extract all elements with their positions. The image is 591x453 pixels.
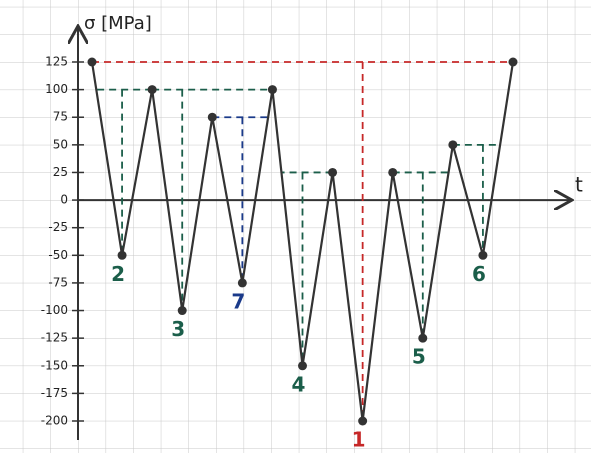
reversal-point — [178, 306, 187, 315]
reversal-point — [268, 85, 277, 94]
y-tick-label: 100 — [45, 82, 68, 96]
cycle-label: 1 — [352, 428, 366, 452]
y-tick-label: -200 — [41, 414, 68, 428]
reversal-point — [388, 168, 397, 177]
reversal-point — [328, 168, 337, 177]
y-tick-label: 0 — [60, 193, 68, 207]
reversal-point — [238, 278, 247, 287]
cycle-label: 5 — [412, 345, 426, 369]
y-tick-label: -125 — [41, 331, 68, 345]
y-tick-label: -50 — [48, 248, 68, 262]
reversal-point — [118, 251, 127, 260]
x-axis-label: t — [575, 173, 583, 197]
cycle-label: 4 — [292, 372, 306, 396]
reversal-point — [509, 58, 518, 67]
reversal-point — [478, 251, 487, 260]
cycle-label: 7 — [231, 289, 245, 313]
reversal-point — [208, 113, 217, 122]
reversal-point — [148, 85, 157, 94]
reversal-point — [448, 140, 457, 149]
y-tick-label: -150 — [41, 358, 68, 372]
cycle-label: 2 — [111, 262, 125, 286]
reversal-point — [88, 58, 97, 67]
y-tick-label: 75 — [53, 110, 68, 124]
reversal-point — [418, 334, 427, 343]
reversal-point — [298, 361, 307, 370]
y-tick-label: -100 — [41, 303, 68, 317]
y-tick-label: 125 — [45, 55, 68, 69]
y-tick-label: 50 — [53, 137, 68, 151]
cycle-label: 3 — [171, 317, 185, 341]
chart: σ [MPa] t -200 -175 -150 -125 -100 -75 -50 -25 0… — [0, 0, 591, 453]
cycle-label: 6 — [472, 262, 486, 286]
reversal-point — [358, 417, 367, 426]
y-axis-label: σ [MPa] — [84, 13, 152, 34]
y-tick-label: -175 — [41, 386, 68, 400]
y-tick-label: -75 — [48, 275, 68, 289]
y-tick-label: -25 — [48, 220, 68, 234]
y-tick-label: 25 — [53, 165, 68, 179]
